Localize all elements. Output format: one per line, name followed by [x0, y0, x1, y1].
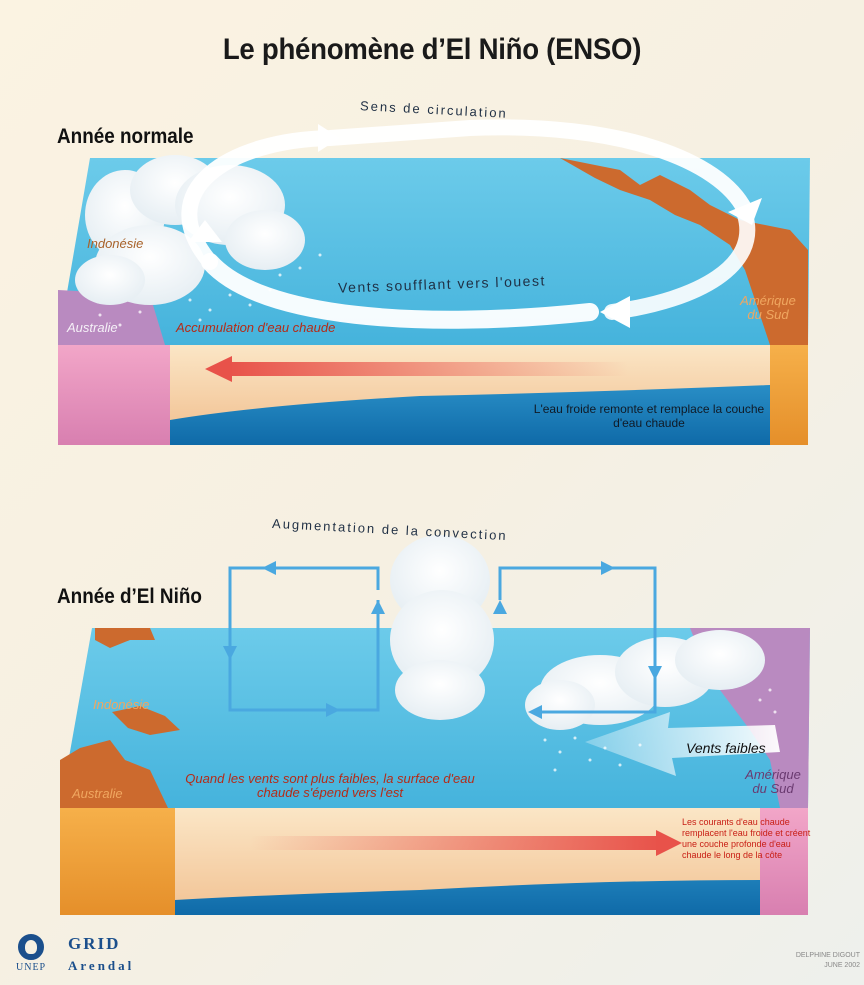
normal-year-label: Année normale: [57, 125, 194, 148]
convection-arrowhead: [493, 600, 507, 614]
south-america-land: [560, 158, 808, 345]
rain-dots: [98, 253, 322, 327]
loop-arrowhead-left: [188, 220, 222, 242]
convection-loop-right: [498, 566, 657, 714]
grid-text: GRID: [68, 934, 121, 953]
winds-band: [201, 253, 599, 329]
normal-year-panel: [58, 119, 810, 445]
pink-side: [760, 808, 808, 915]
east-cloud-cluster: [525, 630, 765, 730]
convection-arrowhead: [371, 600, 385, 614]
convection-arrowhead: [528, 705, 542, 719]
weak-winds-arrow: [585, 712, 780, 776]
arendal-text: Arendal: [68, 958, 135, 973]
new-guinea-land: [112, 706, 180, 735]
warm-accumulation-label: Accumulation d'eau chaude: [176, 320, 336, 335]
indonesia-land: [95, 628, 155, 648]
credit-author: DELPHINE DIGOUT: [795, 952, 860, 959]
south-america-label: Amérique du Sud: [740, 293, 796, 322]
warm-spread-label: Quand les vents sont plus faibles, la su…: [185, 771, 475, 800]
warm-layer: [175, 808, 760, 900]
circulation-loop: [181, 119, 753, 270]
indonesia-label: Indonésie: [87, 236, 144, 251]
pink-side: [58, 345, 170, 445]
winds-arrowhead: [600, 296, 630, 328]
orange-side: [60, 808, 175, 915]
unep-text: UNEP: [16, 962, 47, 973]
elnino-year-panel: [60, 535, 810, 915]
indonesia-label: Indonésie: [93, 697, 150, 712]
elnino-year-label: Année d’El Niño: [57, 585, 202, 608]
unep-globe-icon: [18, 934, 44, 960]
convection-arrowhead: [326, 703, 340, 717]
australia-label: Australie: [67, 320, 118, 335]
unep-grid-logo: UNEP GRID Arendal: [10, 930, 160, 980]
convection-arrowhead: [223, 646, 237, 660]
convection-arrowhead: [648, 666, 662, 680]
warm-current-arrowhead: [656, 830, 682, 856]
warm-current-arrowhead: [205, 356, 232, 382]
convection-cloud: [390, 535, 494, 720]
credit: DELPHINE DIGOUT JUNE 2002: [796, 951, 860, 971]
upwelling-label: L'eau froide remonte et remplace la couc…: [533, 402, 765, 430]
australia-land: [60, 740, 168, 808]
warm-current-arrow: [228, 362, 628, 376]
weak-winds-label: Vents faibles: [686, 740, 766, 756]
south-america-label: Amérique du Sud: [745, 767, 801, 796]
orange-side: [770, 345, 808, 445]
currents-label: Les courants d'eau chaude remplacent l'e…: [682, 817, 811, 860]
convection-arrowhead: [601, 561, 615, 575]
warm-current-arrow: [250, 836, 660, 850]
circulation-arrowhead-top: [318, 124, 340, 152]
convection-arrowhead: [262, 561, 276, 575]
right-return: [604, 207, 756, 320]
credit-date: JUNE 2002: [824, 962, 860, 969]
convection-loop-left: [228, 566, 380, 712]
australia-label: Australie: [72, 786, 123, 801]
page-title: Le phénomène d’El Niño (ENSO): [222, 33, 642, 66]
